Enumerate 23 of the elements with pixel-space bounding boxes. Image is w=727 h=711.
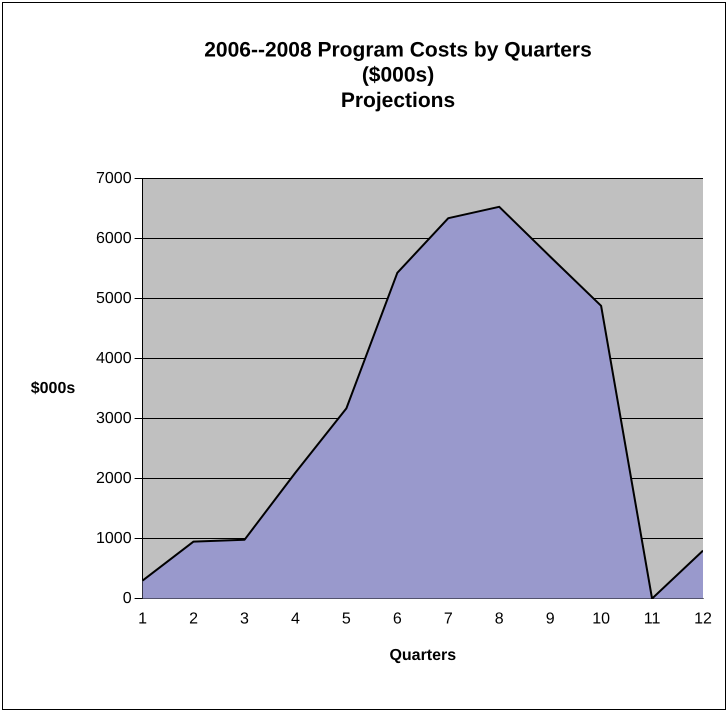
y-tick-label: 0	[122, 590, 132, 608]
y-tick-label: 1000	[96, 530, 132, 548]
x-tick-label: 11	[644, 610, 660, 628]
x-tick-label: 5	[342, 610, 351, 628]
x-tick-label: 6	[392, 610, 402, 628]
x-tick-label: 12	[694, 610, 712, 628]
y-tick-label: 3000	[96, 410, 132, 428]
y-tick-label: 4000	[96, 350, 132, 368]
x-tick-label: 7	[444, 610, 453, 628]
x-tick-label: 8	[494, 610, 504, 628]
y-axis-title: $000s	[30, 380, 76, 398]
x-tick-label: 3	[240, 610, 250, 628]
x-tick-label: 10	[592, 610, 610, 628]
y-tick-label: 5000	[96, 290, 132, 308]
y-tick-label: 7000	[96, 170, 132, 188]
x-axis-title: Quarters	[389, 646, 456, 664]
y-tick-label: 2000	[96, 470, 132, 488]
x-tick-label: 4	[290, 610, 300, 628]
x-tick-label: 9	[546, 610, 555, 628]
y-tick-label: 6000	[96, 230, 132, 248]
chart-title: 2006--2008 Program Costs by Quarters ($000s) Projections	[204, 38, 592, 112]
x-tick-label: 2	[189, 610, 198, 628]
x-tick-label: 1	[138, 610, 148, 628]
